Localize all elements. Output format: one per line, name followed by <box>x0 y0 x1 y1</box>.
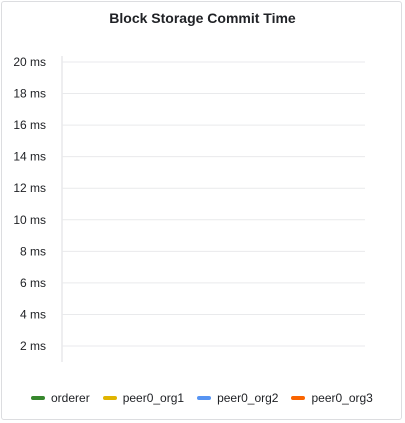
y-tick-label: 20 ms <box>13 55 46 69</box>
legend-item-orderer[interactable]: orderer <box>31 391 90 405</box>
y-tick-label: 12 ms <box>13 181 46 195</box>
legend-item-peer0_org1[interactable]: peer0_org1 <box>102 391 185 405</box>
legend-swatch <box>31 396 45 400</box>
chart-title: Block Storage Commit Time <box>109 10 296 26</box>
legend-label: orderer <box>51 391 90 405</box>
grid <box>61 56 365 362</box>
legend: orderer peer0_org1 peer0_org2 peer0_org3 <box>31 389 386 407</box>
legend-swatch <box>197 396 212 400</box>
y-axis: 2 ms 4 ms 6 ms 8 ms 10 ms 12 ms 14 ms 16 ms 18 m… <box>13 55 46 353</box>
y-tick-label: 14 ms <box>13 150 46 164</box>
legend-label: peer0_org3 <box>311 391 373 405</box>
y-tick-label: 18 ms <box>13 87 46 101</box>
y-tick-label: 6 ms <box>20 276 46 290</box>
legend-item-peer0_org3[interactable]: peer0_org3 <box>291 391 373 405</box>
y-tick-label: 8 ms <box>20 244 46 258</box>
y-tick-label: 16 ms <box>13 118 46 132</box>
y-tick-label: 4 ms <box>20 307 46 321</box>
legend-swatch <box>102 396 117 400</box>
y-tick-label: 2 ms <box>20 339 46 353</box>
legend-label: peer0_org1 <box>122 391 185 405</box>
legend-swatch <box>291 396 306 400</box>
legend-item-peer0_org2[interactable]: peer0_org2 <box>197 391 278 405</box>
legend-label: peer0_org2 <box>217 391 279 405</box>
y-tick-label: 10 ms <box>13 213 46 227</box>
